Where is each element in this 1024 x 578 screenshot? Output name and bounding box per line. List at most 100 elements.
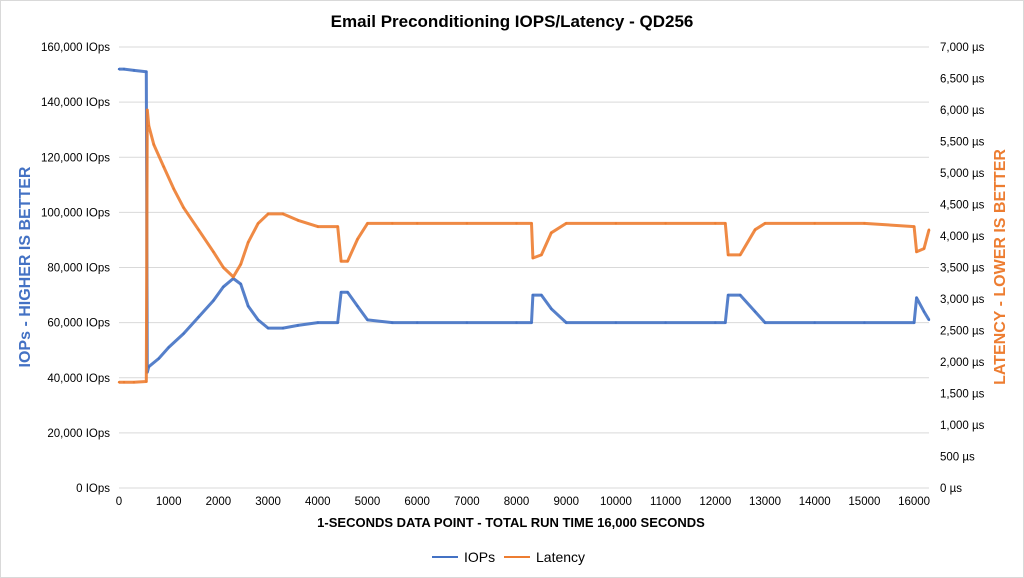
data-point-latency: [247, 241, 250, 244]
data-point-latency: [122, 381, 126, 384]
data-point-iops: [912, 321, 916, 324]
data-point-latency: [753, 228, 757, 231]
x-tick-label: 15000: [848, 496, 880, 508]
x-tick-label: 2000: [206, 496, 232, 508]
y-right-tick-label: 3,000 µs: [940, 294, 985, 306]
y-right-tick-label: 5,000 µs: [940, 168, 985, 180]
data-point-iops: [247, 304, 250, 308]
y-right-tick-label: 7,000 µs: [940, 42, 985, 54]
data-point-latency: [540, 253, 543, 257]
data-point-iops: [391, 321, 394, 324]
data-point-latency: [366, 222, 369, 225]
y-axis-right-label: LATENCY - LOWER IS BETTER: [992, 149, 1009, 385]
legend-label-latency: Latency: [536, 549, 585, 565]
data-point-iops: [239, 282, 242, 286]
data-point-iops: [540, 293, 543, 297]
y-left-tick-label: 140,000 IOps: [41, 97, 110, 109]
y-left-tick-label: 80,000 IOps: [47, 263, 110, 275]
y-right-tick-label: 1,500 µs: [940, 389, 985, 401]
y-left-tick-label: 120,000 IOps: [41, 152, 110, 164]
data-point-iops: [813, 321, 816, 324]
data-point-latency: [346, 260, 349, 263]
data-point-latency: [912, 225, 916, 228]
data-point-iops: [664, 321, 667, 324]
data-point-iops: [614, 321, 618, 324]
data-point-latency: [922, 247, 926, 250]
data-point-latency: [565, 222, 568, 225]
data-point-iops: [339, 291, 343, 294]
data-point-iops: [336, 321, 339, 324]
data-point-latency: [550, 231, 553, 234]
data-point-latency: [927, 228, 931, 231]
legend-label-iops: IOPs: [464, 549, 495, 565]
data-point-iops: [550, 307, 553, 310]
x-tick-label: 0: [116, 496, 122, 508]
x-tick-label: 16000: [898, 496, 930, 508]
data-point-latency: [763, 222, 767, 225]
y-right-tick-label: 6,500 µs: [940, 74, 985, 86]
data-point-iops: [753, 310, 757, 313]
data-point-iops: [167, 346, 170, 349]
data-point-latency: [132, 381, 136, 384]
y-right-tick-label: 3,500 µs: [940, 263, 985, 275]
x-tick-label: 14000: [799, 496, 831, 508]
x-tick-label: 7000: [454, 496, 480, 508]
y-right-tick-label: 4,000 µs: [940, 231, 985, 243]
data-point-iops: [117, 67, 121, 71]
data-point-latency: [416, 222, 419, 225]
data-point-latency: [146, 108, 149, 112]
tick-labels: 0 IOps 20,000 IOps 40,000 IOps 60,000 IOps 8…: [41, 42, 985, 508]
x-tick-label: 8000: [504, 496, 530, 508]
data-point-latency: [222, 266, 225, 269]
data-point-iops: [727, 293, 730, 297]
data-point-iops: [212, 299, 215, 302]
data-point-latency: [863, 222, 866, 225]
data-point-iops: [356, 304, 359, 308]
data-point-iops: [122, 67, 126, 71]
data-point-iops: [763, 321, 767, 324]
y-right-tick-label: 6,000 µs: [940, 105, 985, 117]
data-point-iops: [266, 326, 270, 330]
series-layer: [117, 67, 931, 384]
x-tick-label: 10000: [600, 496, 632, 508]
x-tick-label: 5000: [355, 496, 381, 508]
data-point-iops: [915, 296, 918, 299]
x-tick-label: 1000: [156, 496, 182, 508]
data-point-iops: [531, 293, 535, 297]
data-point-latency: [339, 260, 343, 263]
x-tick-label: 12000: [699, 496, 731, 508]
data-point-latency: [147, 124, 150, 128]
data-point-iops: [281, 326, 285, 330]
data-point-iops: [222, 285, 225, 288]
data-point-latency: [465, 222, 469, 225]
data-point-latency: [172, 187, 175, 190]
data-point-latency: [530, 222, 533, 225]
data-point-latency: [212, 250, 215, 253]
data-point-latency: [145, 380, 148, 383]
data-point-latency: [232, 275, 235, 279]
x-tick-label: 9000: [553, 496, 579, 508]
data-point-latency: [152, 143, 155, 146]
data-point-latency: [256, 222, 260, 225]
data-point-iops: [366, 318, 369, 322]
data-point-latency: [239, 263, 242, 266]
data-point-latency: [182, 206, 185, 209]
data-point-iops: [863, 321, 866, 324]
data-point-iops: [132, 69, 136, 72]
data-point-latency: [915, 250, 918, 253]
y-left-tick-label: 20,000 IOps: [47, 428, 110, 440]
data-point-latency: [162, 165, 165, 168]
y-right-tick-label: 500 µs: [940, 452, 975, 464]
data-point-iops: [565, 321, 568, 324]
data-point-iops: [465, 321, 469, 324]
data-point-iops: [416, 321, 419, 324]
y-right-tick-label: 2,500 µs: [940, 326, 985, 338]
data-point-latency: [714, 222, 717, 225]
data-point-iops: [157, 357, 160, 360]
data-point-iops: [296, 324, 300, 327]
data-point-latency: [266, 212, 270, 216]
data-point-iops: [515, 321, 518, 324]
data-point-latency: [727, 253, 730, 257]
